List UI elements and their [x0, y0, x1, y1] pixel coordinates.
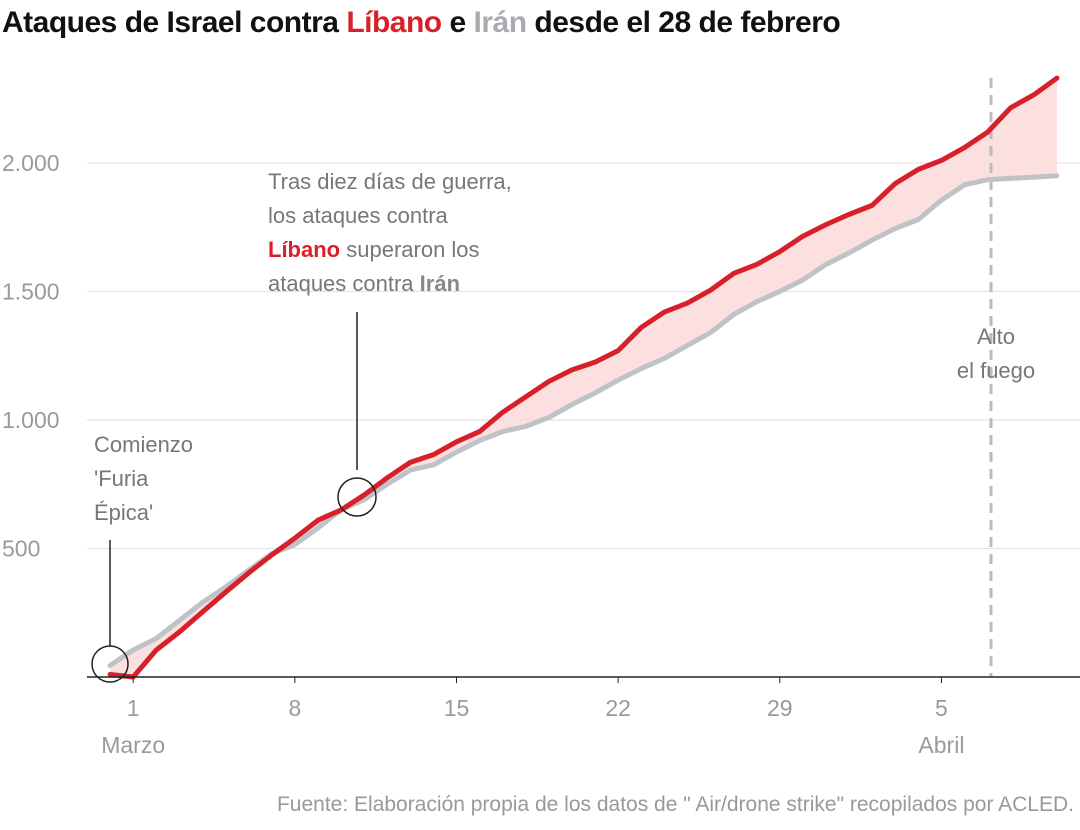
annotation-text: superaron los [346, 237, 480, 262]
annotation-line: los ataques contra [268, 203, 448, 228]
x-tick-label: 22 [605, 695, 631, 721]
annotation-line: Tras diez días de guerra, [268, 169, 512, 194]
difference-area [110, 78, 1057, 677]
month-label: Abril [918, 732, 964, 758]
annotation-line: 'Furia [94, 466, 149, 491]
annotation-start: Comienzo 'Furia Épica' [94, 428, 193, 530]
source: Fuente: Elaboración propia de los datos … [276, 793, 1074, 816]
series-line [107, 173, 1060, 668]
annotation-ceasefire: Alto el fuego [946, 320, 1046, 388]
annotation-circle [337, 477, 377, 517]
title-highlight: Irán [473, 6, 528, 39]
x-tick-label: 1 [127, 695, 140, 721]
annotation-line: ataques contra Irán [268, 267, 512, 301]
title-part: desde el 28 de febrero [534, 6, 841, 39]
y-tick-label: 1.000 [2, 407, 60, 433]
annotation-line: Épica' [94, 500, 154, 525]
series-line [107, 75, 1060, 680]
title-part: e [449, 6, 466, 39]
x-tick-label: 8 [288, 695, 301, 721]
y-tick-label: 1.500 [2, 278, 60, 304]
month-label: Marzo [101, 732, 165, 758]
x-tick-label: 5 [935, 695, 948, 721]
annotation-bold: Líbano [268, 237, 341, 262]
annotation-line: Líbano superaron los [268, 233, 512, 267]
annotation-bold: Irán [419, 271, 461, 296]
y-tick-label: 2.000 [2, 150, 60, 176]
chart-title: Ataques de Israel contra Líbano e Irán d… [2, 6, 841, 40]
title-highlight: Líbano [346, 6, 442, 39]
annotation-line: el fuego [956, 358, 1036, 383]
x-tick-label: 29 [767, 695, 793, 721]
annotation-line: Alto [977, 324, 1015, 349]
title-part: Ataques de Israel contra [2, 6, 339, 39]
x-tick-label: 15 [444, 695, 470, 721]
y-tick-label: 500 [2, 535, 40, 561]
annotation-text: ataques contra [268, 271, 414, 296]
annotation-crossing: Tras diez días de guerra, los ataques co… [268, 165, 512, 301]
chart: 500 1.000 1.500 2.000 1 8 15 22 29 5 Marzo Abril [2, 75, 1080, 758]
annotation-line: Comienzo [94, 432, 194, 457]
